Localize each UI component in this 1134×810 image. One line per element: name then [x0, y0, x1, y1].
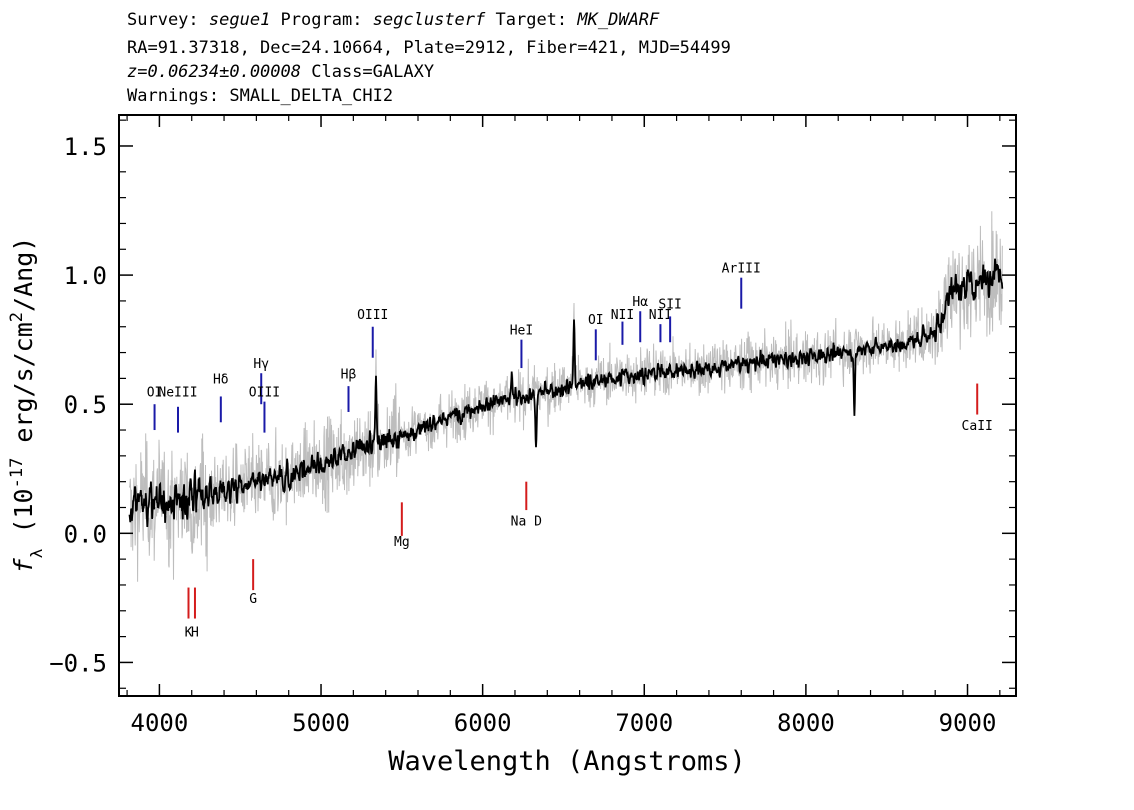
- flux-series: [128, 258, 1004, 528]
- x-tick-label: 6000: [454, 709, 512, 737]
- smoothed-flux-layer: [128, 258, 1004, 528]
- y-axis-label: fλ (10-17 erg/s/cm2/Ang): [7, 237, 46, 574]
- header-line-coordinates: RA=91.37318, Dec=24.10664, Plate=2912, F…: [127, 38, 731, 58]
- raw-flux-series: [129, 211, 1003, 582]
- svg-text:fλ (10-17 erg/s/cm2/Ang): fλ (10-17 erg/s/cm2/Ang): [7, 237, 46, 574]
- header-line-redshift: z=0.06234±0.00008 Class=GALAXY: [127, 62, 435, 82]
- x-tick-label: 4000: [131, 709, 189, 737]
- y-tick-label: 1.5: [64, 133, 107, 161]
- y-tick-label: 0.5: [64, 391, 107, 419]
- emission-line-label: Hδ: [213, 373, 229, 388]
- emission-line-label: OI: [147, 385, 163, 400]
- plot-frame: [118, 114, 1017, 697]
- raw-flux-layer: [129, 211, 1003, 582]
- emission-line-label: SII: [658, 298, 681, 313]
- emission-line-label: OI: [588, 313, 604, 328]
- y-tick-label: −0.5: [49, 649, 107, 677]
- emission-line-label: Hβ: [341, 367, 357, 382]
- x-tick-label: 5000: [292, 709, 350, 737]
- absorption-line-label: CaII: [962, 419, 993, 434]
- x-tick-label: 9000: [939, 709, 997, 737]
- absorption-line-label: G: [249, 592, 257, 607]
- emission-line-label: Hγ: [253, 357, 269, 372]
- header-line-warnings: Warnings: SMALL_DELTA_CHI2: [127, 86, 394, 106]
- emission-line-label: NII: [611, 308, 634, 323]
- emission-line-label: OIII: [357, 308, 388, 323]
- x-tick-label: 7000: [615, 709, 673, 737]
- emission-line-label: NeIII: [158, 385, 197, 400]
- y-tick-label: 0.0: [64, 520, 107, 548]
- absorption-line-label: H: [191, 626, 199, 641]
- y-tick-label: 1.0: [64, 262, 107, 290]
- emission-line-label: Hα: [632, 295, 648, 310]
- emission-line-label: NII: [649, 308, 672, 323]
- x-tick-label: 8000: [777, 709, 835, 737]
- absorption-line-label: Na D: [511, 515, 542, 530]
- emission-line-label: OIII: [249, 385, 280, 400]
- absorption-line-label: Mg: [394, 535, 410, 550]
- absorption-line-label: K: [185, 626, 193, 641]
- emission-line-label: ArIII: [722, 262, 761, 277]
- header-line-survey: Survey: segue1 Program: segclusterf Targ…: [127, 10, 660, 30]
- emission-line-label: HeI: [510, 323, 533, 338]
- x-axis-label: Wavelength (Angstroms): [388, 746, 746, 777]
- axes: 4000 5000 6000 7000 8000 9000 −0.5 0.0 0.5 1.0 1.5: [49, 115, 1016, 737]
